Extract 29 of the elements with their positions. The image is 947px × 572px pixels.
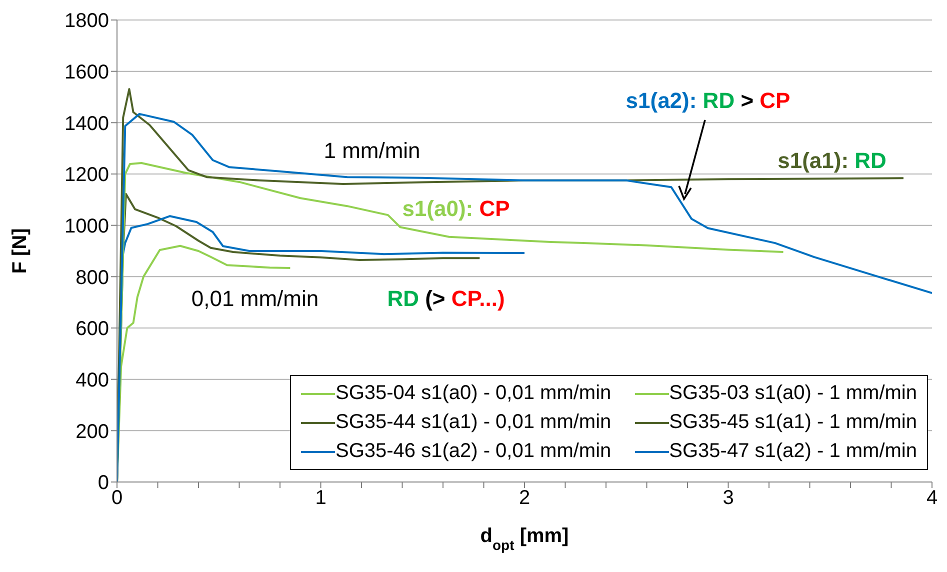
y-tick-label: 400 bbox=[76, 369, 109, 392]
annotation: 0,01 mm/min bbox=[191, 286, 319, 311]
y-tick-label: 1800 bbox=[64, 10, 109, 32]
y-tick-label: 1200 bbox=[64, 164, 109, 186]
annotation: s1(a2): RD > CP bbox=[626, 88, 790, 113]
x-tick-label: 1 bbox=[315, 487, 326, 510]
x-tick-label: 4 bbox=[926, 487, 938, 510]
annotation: s1(a0): CP bbox=[402, 196, 510, 221]
y-tick-label: 0 bbox=[98, 472, 109, 494]
annotation: 1 mm/min bbox=[324, 138, 420, 163]
legend-label: SG35-04 s1(a0) - 0,01 mm/min bbox=[335, 382, 612, 405]
legend-label: SG35-44 s1(a1) - 0,01 mm/min bbox=[335, 411, 612, 434]
legend-label: SG35-47 s1(a2) - 1 mm/min bbox=[669, 440, 917, 463]
x-tick-label: 3 bbox=[722, 487, 734, 510]
x-axis-title: d$_{opt}$ [mm] bbox=[480, 525, 569, 553]
x-tick-label: 0 bbox=[111, 487, 123, 510]
y-tick-label: 1000 bbox=[64, 215, 109, 238]
legend-label: SG35-46 s1(a2) - 0,01 mm/min bbox=[335, 440, 612, 463]
y-tick-label: 1600 bbox=[64, 61, 109, 84]
annotation: s1(a1): RD bbox=[778, 148, 886, 173]
legend-label: SG35-03 s1(a0) - 1 mm/min bbox=[669, 382, 917, 405]
y-tick-label: 800 bbox=[76, 266, 109, 289]
y-tick-label: 200 bbox=[76, 420, 109, 443]
annotation: RD (> CP...) bbox=[387, 286, 505, 311]
legend-label: SG35-45 s1(a1) - 1 mm/min bbox=[669, 411, 917, 434]
x-tick-label: 2 bbox=[518, 487, 530, 510]
y-axis-title: F [N] bbox=[9, 228, 31, 274]
y-tick-label: 600 bbox=[76, 318, 109, 340]
y-tick-label: 1400 bbox=[64, 112, 109, 135]
